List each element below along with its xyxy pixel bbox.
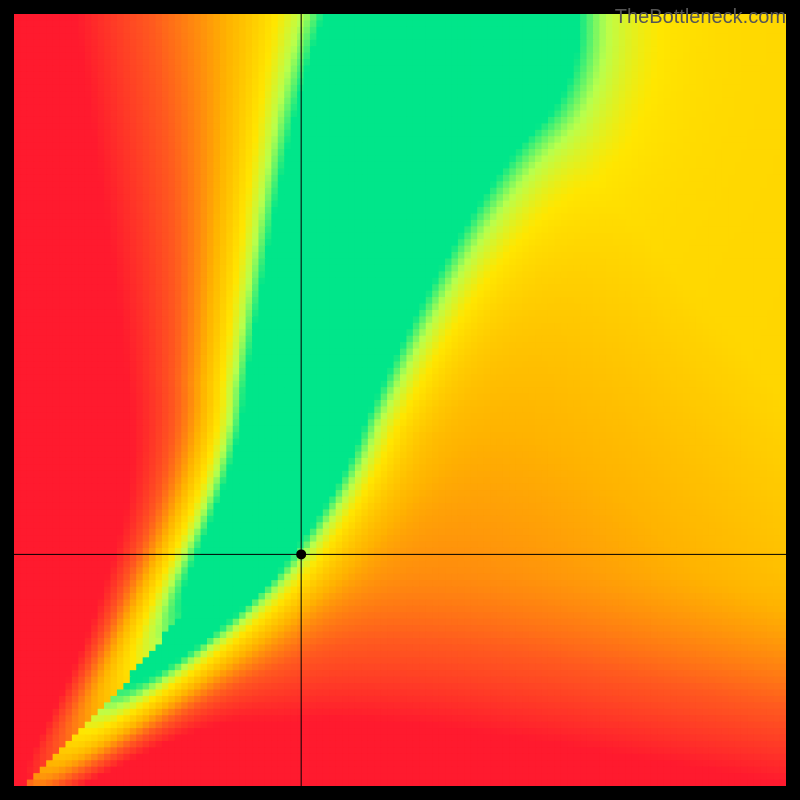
heatmap-canvas bbox=[0, 0, 800, 800]
watermark-text: TheBottleneck.com bbox=[615, 6, 786, 29]
heatmap-plot bbox=[0, 0, 800, 800]
chart-container: TheBottleneck.com bbox=[0, 0, 800, 800]
